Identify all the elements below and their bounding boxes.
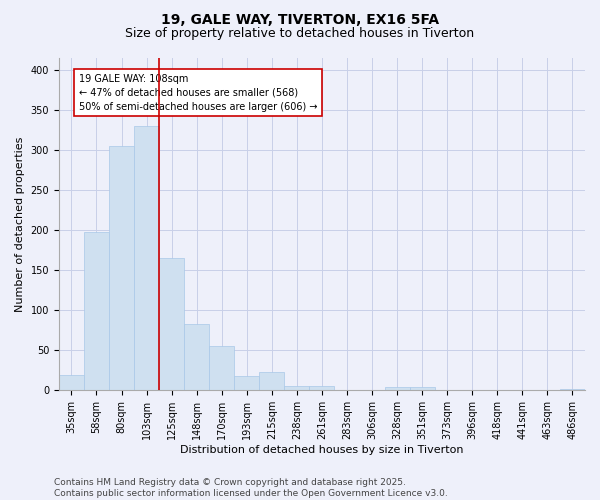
Bar: [209, 346, 234, 391]
Bar: [134, 126, 159, 390]
Bar: [560, 388, 585, 390]
Bar: [234, 376, 259, 390]
X-axis label: Distribution of detached houses by size in Tiverton: Distribution of detached houses by size …: [180, 445, 464, 455]
Bar: [59, 375, 84, 390]
Bar: [385, 387, 410, 390]
Text: 19 GALE WAY: 108sqm
← 47% of detached houses are smaller (568)
50% of semi-detac: 19 GALE WAY: 108sqm ← 47% of detached ho…: [79, 74, 317, 112]
Text: Contains HM Land Registry data © Crown copyright and database right 2025.
Contai: Contains HM Land Registry data © Crown c…: [54, 478, 448, 498]
Bar: [109, 146, 134, 390]
Y-axis label: Number of detached properties: Number of detached properties: [15, 136, 25, 312]
Text: Size of property relative to detached houses in Tiverton: Size of property relative to detached ho…: [125, 28, 475, 40]
Bar: [184, 324, 209, 390]
Bar: [259, 372, 284, 390]
Text: 19, GALE WAY, TIVERTON, EX16 5FA: 19, GALE WAY, TIVERTON, EX16 5FA: [161, 12, 439, 26]
Bar: [159, 258, 184, 390]
Bar: [410, 387, 434, 390]
Bar: [310, 386, 334, 390]
Bar: [84, 232, 109, 390]
Bar: [284, 386, 310, 390]
